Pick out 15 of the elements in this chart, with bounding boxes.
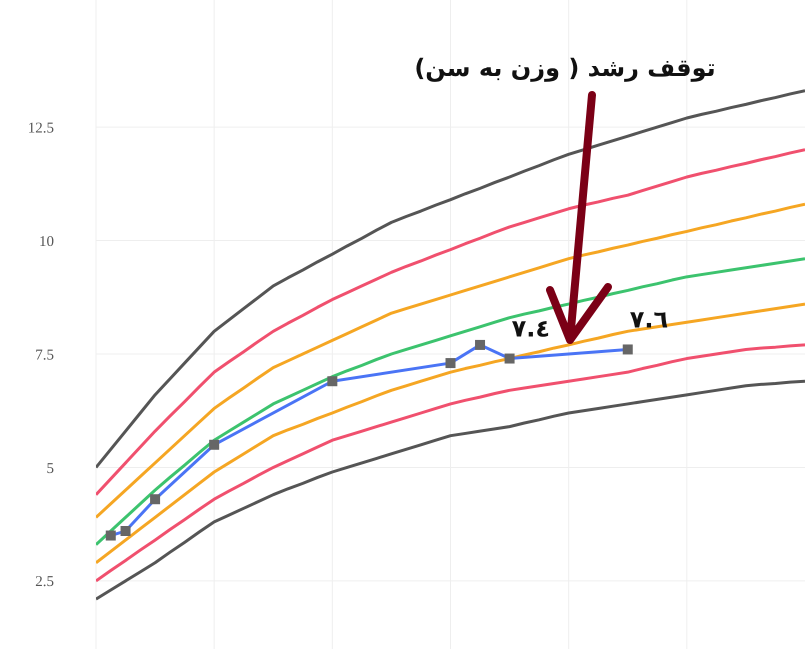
data-label: ٧.٤ (512, 314, 550, 343)
line-series (96, 202, 805, 519)
y-tick-label: 10 (39, 234, 54, 250)
line-series (96, 343, 805, 582)
line-series (96, 148, 805, 496)
y-tick-label: 2.5 (35, 574, 54, 590)
line-series (96, 380, 805, 601)
line-series (96, 89, 805, 469)
data-label: ٧.٦ (630, 305, 668, 334)
y-tick-label: 7.5 (35, 347, 54, 364)
y-tick-label: 5 (46, 460, 54, 477)
line-series (96, 257, 805, 546)
line-series (96, 302, 805, 564)
y-tick-label: 12.5 (28, 120, 54, 136)
annotation: توقف رشد ( وزن به سن) (414, 54, 716, 82)
